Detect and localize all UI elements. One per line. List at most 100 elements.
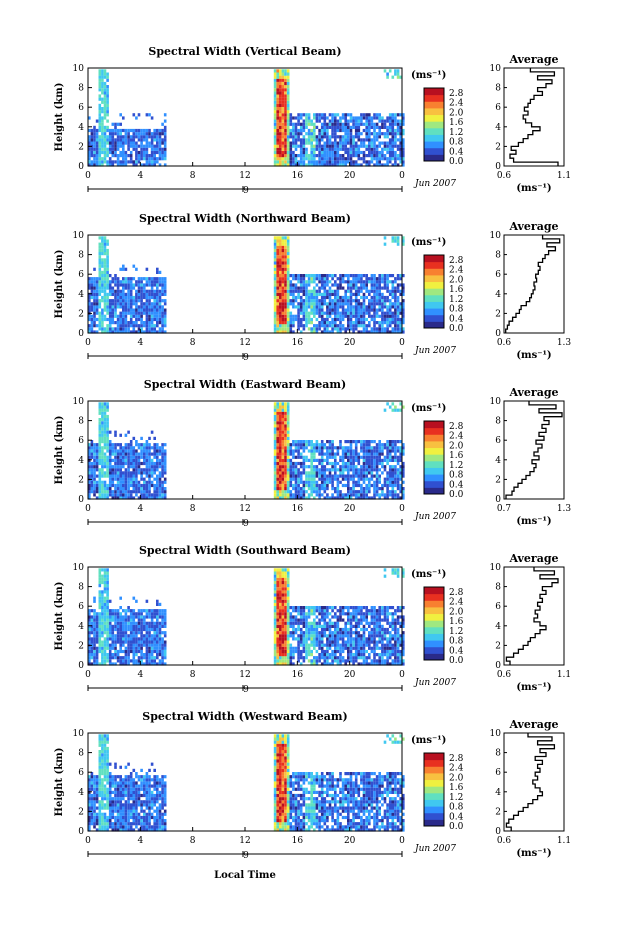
heat-cell [156, 446, 159, 450]
heat-cell [375, 480, 379, 484]
heat-cell [286, 493, 290, 497]
heat-cell [402, 330, 405, 334]
heat-cell [284, 100, 287, 104]
heat-cell [116, 144, 120, 148]
heat-cell [106, 496, 109, 500]
heat-cell [299, 132, 303, 136]
heat-cell [370, 289, 374, 293]
heat-cell [375, 157, 379, 161]
heat-cell [88, 317, 91, 322]
heat-cell [273, 662, 277, 666]
heat-cell [119, 311, 122, 315]
heat-cell [150, 302, 154, 306]
heat-cell [129, 128, 133, 133]
heat-cell [93, 627, 96, 632]
heat-cell [163, 653, 167, 657]
heat-cell [375, 286, 379, 290]
heat-cell [90, 141, 94, 145]
heat-cell [307, 116, 311, 120]
heat-cell [90, 321, 94, 325]
heat-cell [140, 128, 143, 133]
heat-cell [90, 656, 94, 660]
heat-cell [357, 128, 361, 133]
heat-cell [394, 138, 397, 142]
heat-cell [145, 458, 149, 462]
heat-cell [279, 458, 282, 462]
heat-cell [370, 461, 374, 466]
heat-cell [276, 452, 279, 456]
heat-cell [336, 302, 340, 306]
heat-cell [318, 292, 321, 296]
heat-cell [132, 465, 136, 469]
heat-cell [106, 94, 109, 98]
heat-cell [286, 91, 290, 95]
heat-cell [106, 584, 109, 588]
heat-cell [297, 286, 300, 290]
heat-cell [163, 480, 167, 484]
heat-cell [279, 330, 282, 334]
heat-cell [273, 405, 277, 409]
heat-cell [360, 122, 363, 126]
heat-cell [132, 490, 136, 494]
heat-cell [140, 314, 143, 318]
heat-cell [360, 280, 363, 284]
heat-cell [386, 327, 389, 331]
heat-cell [88, 452, 91, 456]
heat-cell [88, 609, 91, 613]
heat-cell [153, 154, 156, 158]
heat-cell [302, 458, 306, 462]
heat-cell [132, 436, 136, 440]
heat-cell [124, 277, 128, 281]
heat-cell [386, 141, 389, 145]
heat-cell [368, 443, 371, 447]
heat-cell [394, 405, 397, 409]
heat-cell [116, 317, 120, 322]
heat-cell [135, 490, 138, 494]
heat-cell [323, 317, 327, 322]
heat-cell [101, 147, 104, 151]
heat-cell [163, 125, 167, 129]
heat-cell [108, 446, 112, 450]
heat-cell [122, 465, 125, 469]
heat-cell [129, 649, 133, 654]
heat-cell [388, 125, 392, 129]
heat-cell [119, 487, 122, 491]
heat-cell [143, 627, 146, 632]
heat-cell [362, 461, 366, 466]
heat-cell [310, 443, 313, 447]
heat-cell [108, 302, 112, 306]
heat-cell [103, 433, 107, 437]
heat-cell [163, 624, 167, 628]
heat-cell [284, 267, 287, 271]
heat-cell [90, 646, 94, 650]
heat-cell [161, 317, 164, 322]
heat-cell [161, 609, 164, 613]
heat-cell [284, 424, 287, 428]
heat-cell [328, 330, 332, 334]
heat-cell [328, 141, 332, 145]
heat-cell [93, 128, 96, 133]
heat-cell [276, 471, 279, 475]
heat-cell [299, 277, 303, 281]
heat-cell [145, 299, 149, 303]
heat-cell [284, 138, 287, 142]
heat-cell [373, 493, 376, 497]
colorbar-swatch [424, 134, 444, 142]
heat-cell [148, 128, 151, 133]
heat-cell [150, 618, 154, 622]
heat-cell [302, 327, 306, 331]
heat-cell [137, 144, 141, 148]
heat-cell [352, 321, 355, 325]
heat-cell [386, 449, 389, 453]
heat-cell [106, 242, 109, 246]
heat-cell [88, 483, 91, 488]
heat-cell [368, 452, 371, 456]
heat-cell [140, 455, 143, 459]
heat-cell [279, 97, 282, 101]
heat-cell [98, 612, 102, 616]
heat-cell [386, 324, 389, 328]
heat-cell [108, 147, 112, 151]
heat-cell [336, 160, 340, 164]
x-tick-label: 0 [85, 338, 91, 348]
heat-cell [156, 452, 159, 456]
